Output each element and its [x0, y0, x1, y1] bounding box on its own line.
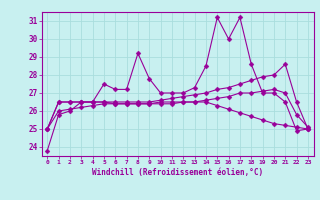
X-axis label: Windchill (Refroidissement éolien,°C): Windchill (Refroidissement éolien,°C) — [92, 168, 263, 177]
